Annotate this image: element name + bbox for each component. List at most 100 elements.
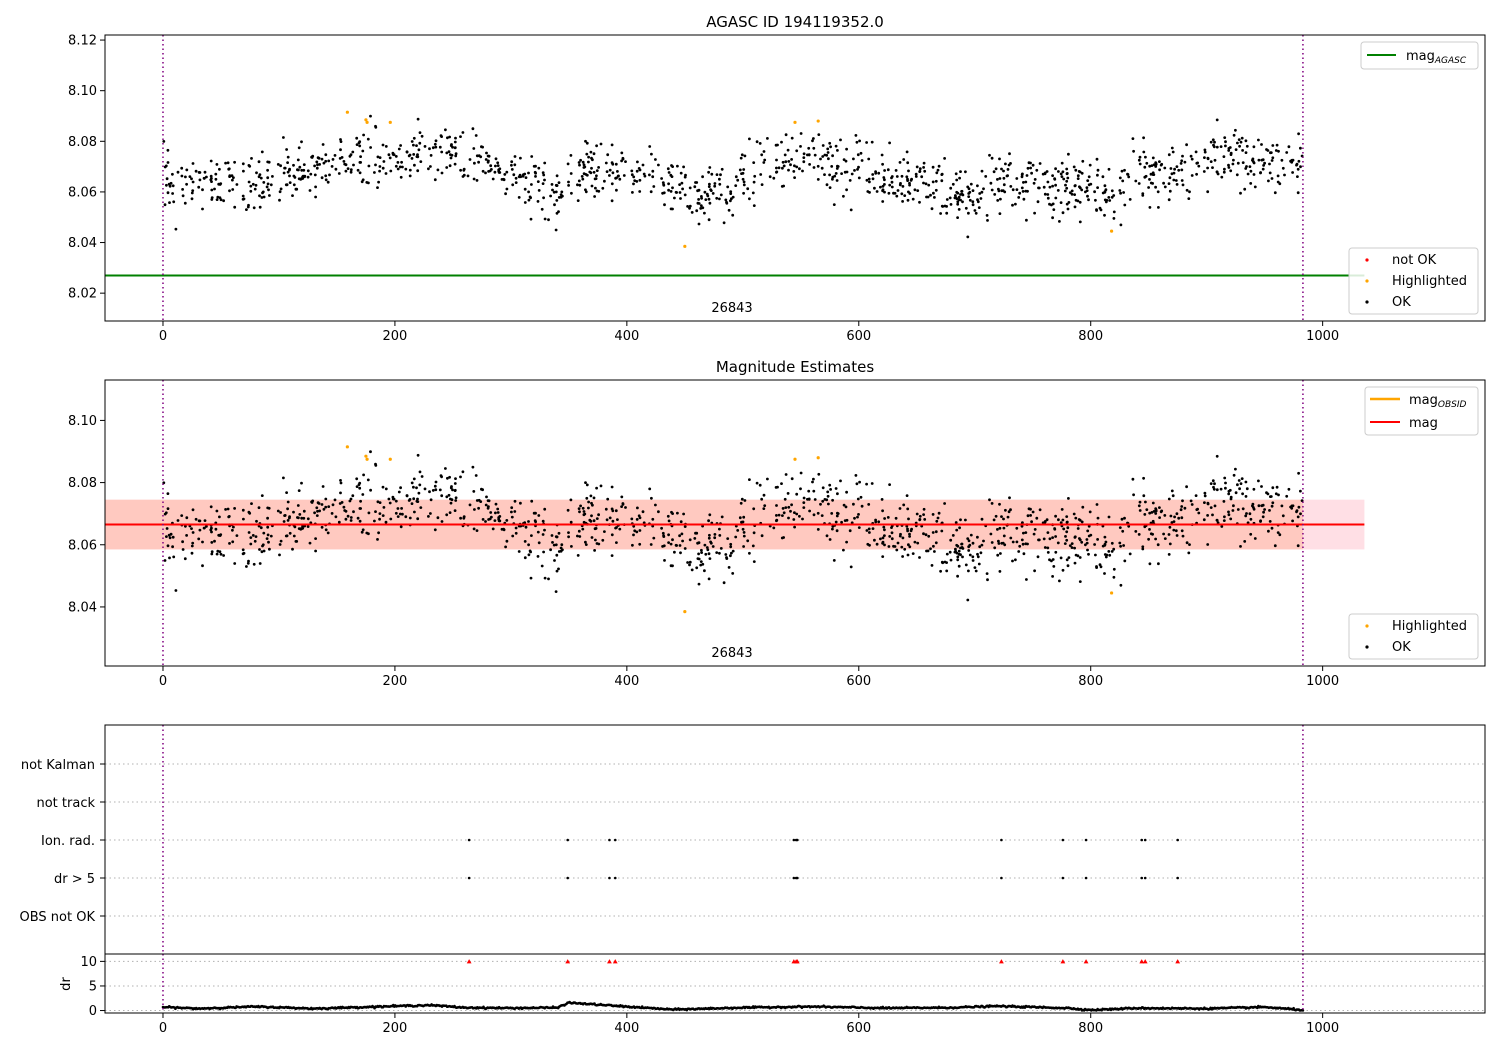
ok-point [384, 520, 388, 524]
x-tick-label: 600 [846, 674, 871, 689]
ok-point [997, 542, 1001, 545]
ok-point [1141, 545, 1145, 549]
ok-point [253, 539, 257, 543]
ok-point [973, 566, 977, 569]
ok-point [1086, 194, 1089, 198]
ok-point [742, 515, 746, 519]
ok-point [543, 217, 547, 221]
ok-point [1036, 200, 1040, 204]
ok-point [1227, 149, 1231, 152]
ok-point [593, 549, 596, 552]
ok-point [266, 516, 269, 520]
ok-point [209, 174, 213, 178]
ok-point [856, 168, 859, 171]
ok-point [578, 183, 582, 187]
ok-point [410, 481, 414, 485]
ok-point [960, 542, 964, 546]
ok-point [1046, 196, 1050, 200]
flag-point [1061, 876, 1065, 880]
panel-1-frame [104, 34, 1486, 322]
ok-point [636, 160, 639, 164]
ok-point [622, 174, 626, 177]
ok-point [1206, 156, 1210, 160]
ok-point [1095, 503, 1099, 506]
ok-point [184, 175, 187, 179]
ok-point [638, 190, 642, 193]
ok-point [739, 156, 743, 160]
ok-point [258, 205, 262, 209]
ok-point [527, 190, 530, 194]
ok-point [214, 177, 218, 181]
ok-point [774, 143, 778, 147]
ok-point [808, 163, 811, 166]
ok-point [584, 540, 587, 544]
ok-point [1145, 508, 1149, 511]
ok-point [746, 187, 750, 191]
ok-point [165, 535, 168, 538]
ok-point [536, 530, 540, 534]
ok-point [262, 181, 266, 184]
ok-point [1119, 223, 1123, 227]
ok-point [340, 156, 344, 159]
ok-point [1151, 182, 1154, 185]
ok-point [412, 143, 415, 147]
ok-point [895, 175, 899, 178]
ok-point [1021, 190, 1025, 193]
ok-point [485, 151, 488, 155]
ok-point [707, 552, 711, 556]
ok-point [302, 163, 306, 167]
ok-point [1078, 220, 1082, 224]
ok-point [1195, 172, 1198, 176]
ok-point [224, 161, 228, 165]
ok-point [932, 544, 935, 548]
ok-point [667, 182, 670, 186]
ok-point [1151, 171, 1155, 175]
ok-point [996, 199, 1000, 202]
ok-point [362, 473, 365, 477]
ok-point [1103, 535, 1107, 539]
ok-point [384, 172, 388, 175]
ok-point [299, 177, 303, 181]
ok-point [786, 148, 790, 152]
ok-point [1078, 556, 1082, 559]
ok-point [1202, 170, 1206, 173]
ok-point [1222, 519, 1226, 522]
ok-point [163, 512, 167, 516]
ok-point [905, 150, 909, 154]
ok-point [1008, 496, 1011, 500]
ok-point [472, 147, 476, 150]
ok-point [713, 533, 717, 536]
ok-point [339, 140, 343, 144]
ok-point [567, 184, 570, 187]
ok-point [976, 184, 979, 188]
ok-point [412, 136, 416, 140]
ok-point [529, 217, 533, 221]
ok-point [827, 502, 830, 506]
ok-point [616, 170, 619, 173]
ok-point [828, 538, 832, 541]
ok-point [908, 181, 911, 185]
ok-point [1054, 535, 1057, 538]
ok-point [993, 193, 997, 196]
ok-point [1180, 529, 1184, 533]
ok-point [1096, 186, 1099, 190]
highlighted-point [345, 445, 349, 449]
ok-point [396, 161, 400, 164]
highlighted-point [345, 110, 349, 114]
ok-point [624, 160, 627, 164]
ok-point [484, 520, 487, 523]
ok-point [1237, 479, 1241, 482]
ok-point [638, 516, 642, 520]
ok-point [718, 182, 722, 186]
ok-point [376, 186, 379, 190]
ok-point [1158, 160, 1161, 164]
ok-point [419, 160, 423, 164]
ok-point [210, 177, 213, 180]
ok-point [887, 191, 891, 195]
ok-point [462, 167, 466, 171]
ok-point [839, 479, 842, 483]
ok-point [949, 203, 953, 206]
ok-point [883, 543, 886, 547]
ok-point [813, 153, 817, 157]
ok-point [1061, 170, 1065, 174]
